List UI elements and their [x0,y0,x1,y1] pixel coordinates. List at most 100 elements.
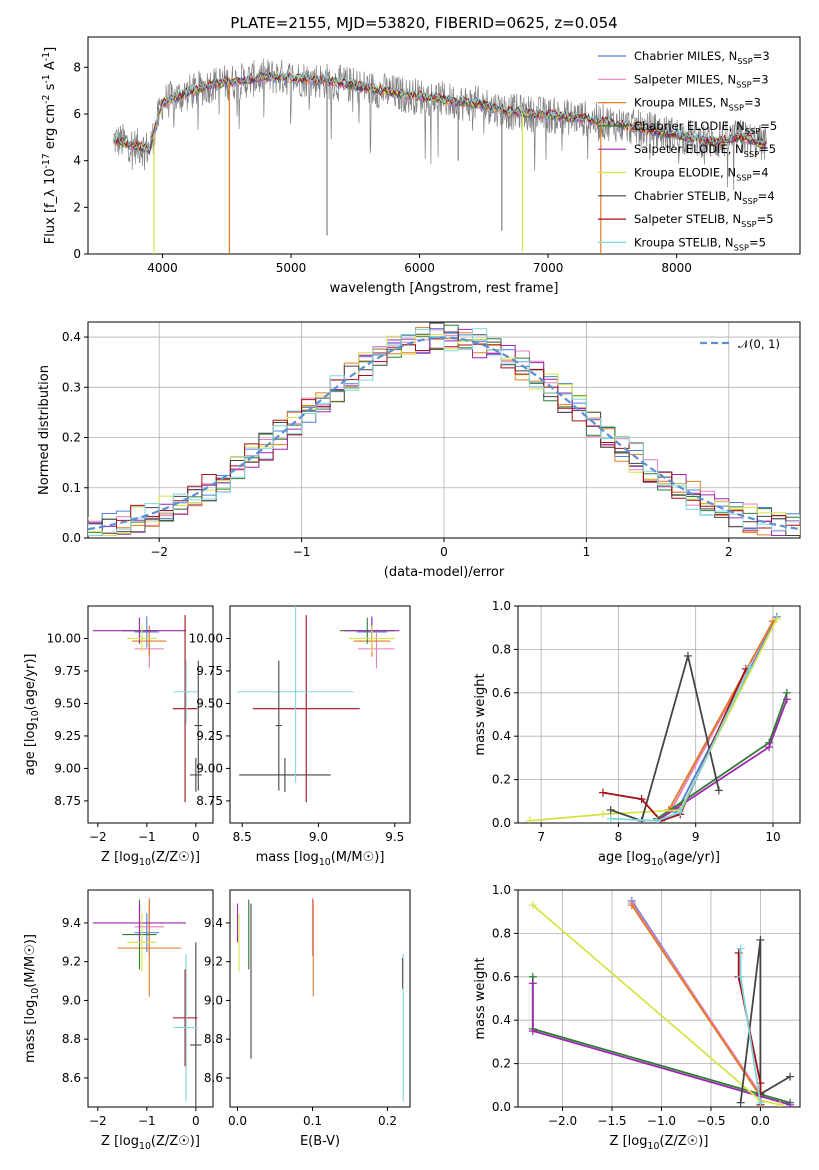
y-tick-label: 9.25 [196,729,223,743]
data-point [676,808,685,817]
y-tick-label: 8.8 [62,1032,81,1046]
y-tick-label: 8.6 [204,1071,223,1085]
y-tick-label: 9.75 [54,664,81,678]
data-point [736,1098,745,1107]
residuals-plot [88,322,800,536]
legend-entry: 𝒩(0, 1) [738,337,780,351]
y-tick-label: 0.4 [492,1013,511,1027]
data-point [598,788,607,797]
y-tick-label: 0.2 [492,1057,511,1071]
x-tick-label: −1 [293,545,311,559]
x-tick-label: −2 [89,830,107,844]
x-tick-label: −2.0 [548,1114,577,1128]
legend-entry: Salpeter MILES, NSSP=3 [634,72,769,89]
mass-vs-Z-axes: −2 −1 0 8.6 8.8 9.0 9.2 9.4 Z [log10(Z/Z☉)] mass … [23,889,214,1152]
y-axis-label: mass weight [473,673,488,755]
y-tick-label: 10.00 [47,631,81,645]
x-tick-label: 8 [615,830,623,844]
y-tick-label: 9.0 [204,993,223,1007]
y-tick-label: 0.4 [492,729,511,743]
y-tick-label: 9.00 [54,761,81,775]
plot-frame [517,889,801,1108]
y-tick-label: 1.0 [492,883,511,897]
y-tick-label: 10.00 [189,631,223,645]
data-point [528,1027,537,1036]
y-axis-label: Flux [f_λ 10-17 erg cm-2 s-1 A-1] [41,47,58,244]
mass-weight-vs-Z-axes: −2.0 −1.5 −1.0 −0.5 0.0 0.0 0.2 0.4 0.6 0.8 1.0 Z [… [473,883,801,1152]
model-spectrum-line [113,71,767,151]
data-point [756,935,765,944]
y-tick-label: 9.2 [204,955,223,969]
y-tick-label: 9.75 [196,664,223,678]
x-axis-label: wavelength [Angstrom, rest frame] [330,281,559,296]
y-tick-label: 0.8 [492,642,511,656]
y-tick-label: 0.2 [62,431,81,445]
x-tick-label: 10 [765,830,780,844]
data-point [736,972,745,981]
x-tick-label: 7 [537,830,545,844]
spectrum-legend: Chabrier MILES, NSSP=3 Salpeter MILES, NS… [598,49,777,252]
y-tick-label: 0 [73,247,81,261]
plot-frame [229,605,411,824]
chart-title: PLATE=2155, MJD=53820, FIBERID=0625, z=0… [230,14,617,32]
residual-histogram [88,322,800,536]
residuals-legend: 𝒩(0, 1) [700,337,780,351]
data-point [653,816,662,823]
series-line [529,618,778,822]
y-tick-label: 8.6 [62,1071,81,1085]
y-tick-label: 0.0 [492,1100,511,1114]
x-axis-label: (data-model)/error [384,565,505,580]
x-tick-label: −2 [89,1114,107,1128]
plot-frame [87,889,214,1108]
plot-frame [229,889,411,1108]
y-tick-label: 0.8 [492,926,511,940]
x-tick-label: 9.5 [385,830,404,844]
x-axis-label: Z [log10(Z/Z☉)] [101,1134,200,1152]
x-tick-label: −0.5 [696,1114,725,1128]
y-tick-label: 9.0 [62,993,81,1007]
series-line [739,939,791,1103]
residuals-axes: −2 −1 0 1 2 0.0 0.1 0.2 0.3 0.4 (data-model)/error… [37,321,801,580]
data-point [598,810,607,819]
plot-frame [87,605,214,824]
data-point [606,814,615,823]
x-axis-label: age [log10(age/yr)] [598,850,720,868]
legend-entry: Salpeter STELIB, NSSP=5 [634,212,774,229]
series-line [631,904,762,1097]
data-point [714,786,723,795]
y-tick-label: 9.50 [196,696,223,710]
x-tick-label: 1 [583,545,591,559]
y-tick-label: 0.6 [492,686,511,700]
mass-vs-Z-plot [92,897,202,1107]
x-tick-label: 8000 [661,261,692,275]
y-tick-label: 8.75 [54,794,81,808]
x-axis-label: E(B-V) [300,1134,340,1149]
series-line [667,620,774,811]
data-point [786,1072,795,1081]
data-point [745,662,754,671]
data-point [525,816,534,823]
data-point [683,651,692,660]
y-tick-label: 0.2 [492,773,511,787]
mass-vs-ebv-axes: 0.0 0.1 0.2 8.6 8.8 9.0 9.2 9.4 E(B-V) [204,889,411,1149]
y-tick-label: 9.4 [204,916,223,930]
x-tick-label: 9.0 [309,830,328,844]
y-tick-label: 9.50 [54,696,81,710]
legend-entry: Chabrier ELODIE, NSSP=5 [634,119,777,136]
x-tick-label: −1.0 [647,1114,676,1128]
spectrum-axes: 4000 5000 6000 7000 8000 0 2 4 6 8 wavelength [Ang… [41,36,801,296]
spectrum-plot [113,58,767,254]
y-tick-label: 8 [73,60,81,74]
y-tick-label: 1.0 [492,599,511,613]
x-tick-label: 4000 [147,261,178,275]
y-tick-label: 9.25 [54,729,81,743]
y-tick-label: 0.0 [62,531,81,545]
mass-weight-vs-Z-plot [528,896,795,1107]
data-point [606,805,615,814]
x-tick-label: 5000 [276,261,307,275]
data-point [776,1100,785,1107]
y-tick-label: 8.8 [204,1032,223,1046]
y-tick-label: 8.75 [196,794,223,808]
x-tick-label: 0.2 [378,1114,397,1128]
